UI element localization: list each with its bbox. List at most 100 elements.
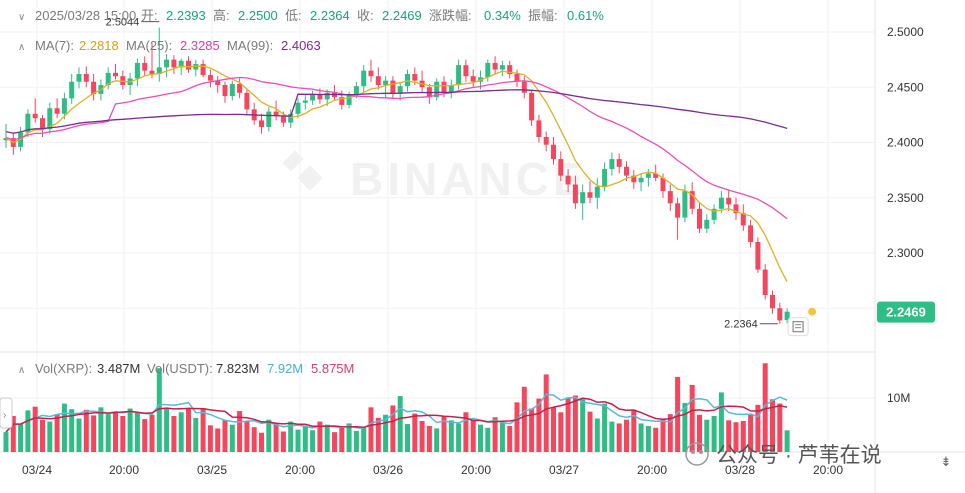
current-price-tag: 2.2469: [877, 301, 935, 323]
volume-bar: [98, 407, 104, 452]
ma99-label: MA(99):: [227, 38, 273, 53]
candle-body: [164, 59, 170, 68]
ma99-value: 2.4063: [281, 38, 321, 53]
x-tick-label: 20:00: [461, 463, 491, 477]
volume-bar: [521, 386, 527, 452]
vol-ma-b-line: [5, 397, 788, 433]
candle-body: [434, 81, 440, 98]
candle-body: [280, 115, 286, 123]
svg-text:⇟: ⇟: [941, 454, 952, 469]
axis-settings-icon[interactable]: ⇟: [941, 454, 952, 469]
volume-bar: [54, 414, 60, 452]
vol-xrp-value: 3.487M: [97, 361, 140, 376]
ohlc-header: ∨ 2025/03/28 15:00 开: 2.2393 高: 2.2500 低…: [18, 8, 604, 23]
left-scroll-handle[interactable]: ›: [0, 397, 13, 429]
volume-ma-lines: [5, 393, 788, 433]
y-tick-label: 2.5000: [887, 25, 924, 39]
volume-bar: [478, 424, 483, 452]
vol-ma-a-value: 7.92M: [267, 361, 303, 376]
volume-bar: [499, 422, 505, 452]
candle-body: [259, 120, 264, 128]
chevron-up-vol-icon[interactable]: ∧: [18, 365, 25, 376]
candle-body: [645, 173, 651, 178]
volume-bar: [207, 425, 213, 452]
volume-bar: [711, 416, 717, 452]
y-axis: 2.5000 2.4500 2.4000 2.3500 2.3000 10M: [887, 25, 924, 405]
candle-body: [310, 94, 316, 101]
ma-lines: [5, 65, 788, 283]
candle-body: [448, 85, 454, 93]
volume-bar: [419, 420, 425, 452]
candle-body: [682, 191, 688, 218]
candle-body: [69, 81, 75, 99]
candle-body: [412, 73, 418, 81]
candle-body: [171, 59, 177, 68]
candle-body: [32, 113, 38, 119]
footer-watermark: 公众号 · 芦苇在说: [685, 442, 882, 467]
volume-bar: [3, 432, 9, 452]
volume-bar: [105, 414, 111, 452]
candle-body: [178, 60, 184, 68]
volume-bar: [332, 432, 337, 452]
chevron-up-icon[interactable]: ∧: [18, 42, 25, 53]
candle-body: [142, 62, 148, 71]
max-annotation: 2.5044: [106, 17, 160, 29]
volume-bar: [368, 407, 374, 452]
volume-bar: [222, 420, 228, 452]
candle-body: [748, 225, 754, 242]
candle-body: [229, 83, 235, 97]
volume-bar: [375, 417, 381, 452]
volume-bar: [288, 421, 294, 452]
volume-bar: [784, 430, 790, 452]
x-tick-label: 20:00: [813, 463, 843, 477]
volume-bar: [91, 415, 97, 452]
volume-bar: [18, 424, 24, 452]
candle-body: [215, 80, 221, 86]
volume-bar: [543, 374, 549, 452]
volume-bar: [565, 397, 571, 452]
vol-tick-label: 10M: [887, 391, 910, 405]
candle-body: [54, 108, 60, 114]
candle-body: [375, 76, 381, 86]
volume-bar: [405, 424, 410, 452]
x-tick-label: 20:00: [109, 463, 139, 477]
live-dot-icon: [808, 307, 817, 316]
candle-body: [222, 85, 228, 97]
chevron-down-icon[interactable]: ∨: [18, 12, 25, 23]
low-label: 低:: [285, 8, 302, 23]
candle-body: [711, 208, 717, 220]
y-tick-label: 2.3000: [887, 246, 924, 260]
volume-bar: [507, 425, 513, 452]
ma25-line: [5, 76, 788, 220]
volume-bar: [149, 414, 155, 452]
candle-body: [755, 241, 761, 270]
volume-bar: [748, 414, 754, 452]
candle-body: [580, 192, 586, 204]
volume-bar: [32, 406, 38, 452]
volume-bar: [69, 409, 75, 452]
volume-bar: [10, 416, 16, 452]
current-price-value: 2.2469: [886, 305, 926, 320]
ma7-label: MA(7):: [35, 38, 74, 53]
volume-bar: [551, 407, 556, 452]
note-icon[interactable]: [787, 317, 809, 337]
volume-bar: [178, 412, 184, 452]
candle-body: [770, 294, 775, 309]
candle-body: [120, 76, 126, 86]
volume-bar: [733, 422, 739, 452]
candle-body: [470, 76, 476, 82]
candle-body: [266, 111, 272, 128]
volume-bar: [339, 427, 345, 452]
candle-body: [565, 175, 571, 185]
x-tick-label: 20:00: [285, 463, 315, 477]
volume-bar: [514, 402, 520, 452]
volume-bar: [609, 421, 615, 452]
volume-bar: [200, 409, 206, 452]
candle-body: [638, 177, 644, 183]
volume-bar: [397, 396, 403, 452]
candle-body: [704, 219, 710, 229]
volume-bar: [653, 427, 659, 452]
candle-body: [499, 65, 505, 70]
